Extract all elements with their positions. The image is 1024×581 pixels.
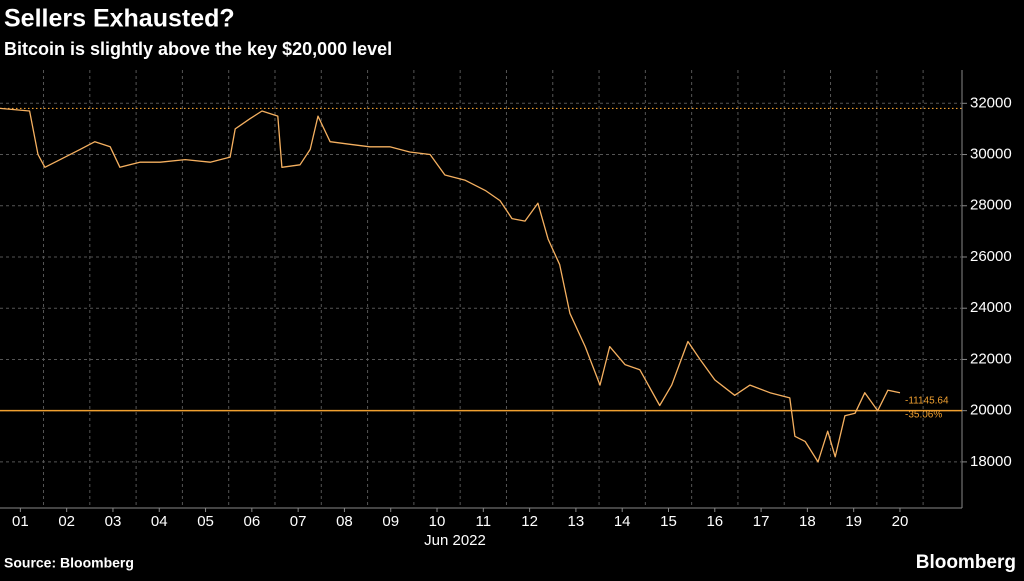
x-tick-label: 06 [243,513,260,530]
x-tick-label: 05 [197,513,214,530]
x-tick-label: 08 [336,513,353,530]
x-tick-label: 01 [12,513,29,530]
x-tick-label: 14 [614,513,631,530]
y-tick-label: 32000 [970,94,1012,111]
y-tick-label: 26000 [970,248,1012,265]
x-tick-label: 02 [58,513,75,530]
x-tick-label: 17 [753,513,770,530]
brand-logo: Bloomberg [916,552,1016,573]
chart-subtitle: Bitcoin is slightly above the key $20,00… [4,39,392,59]
y-tick-label: 22000 [970,350,1012,367]
x-tick-label: 03 [105,513,122,530]
y-tick-label: 18000 [970,453,1012,470]
chart-title: Sellers Exhausted? [4,5,235,33]
x-tick-label: 15 [660,513,677,530]
price-line [0,107,901,463]
x-tick-label: 09 [382,513,399,530]
x-tick-label: 19 [845,513,862,530]
y-tick-label: 24000 [970,299,1012,316]
y-tick-label: 20000 [970,402,1012,419]
x-tick-label: 20 [892,513,909,530]
x-tick-label: 16 [706,513,723,530]
x-axis-label: Jun 2022 [424,532,486,549]
y-tick-label: 30000 [970,145,1012,162]
x-tick-label: 10 [429,513,446,530]
x-tick-label: 13 [568,513,585,530]
x-tick-label: 12 [521,513,538,530]
percent-annotation: -35.06% [905,410,942,421]
y-tick-label: 28000 [970,197,1012,214]
change-annotation: -11145.64 [905,396,949,407]
source: Source: Bloomberg [4,555,134,571]
x-tick-label: 04 [151,513,168,530]
x-tick-label: 11 [476,513,492,530]
x-tick-label: 07 [290,513,307,530]
x-tick-label: 18 [799,513,816,530]
